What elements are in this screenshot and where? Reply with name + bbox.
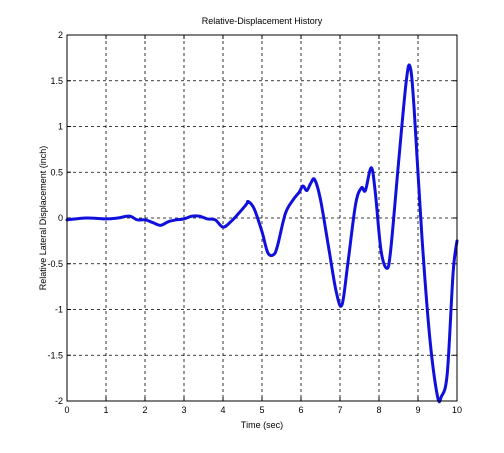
- x-tick-label: 8: [376, 405, 381, 415]
- x-tick-label: 0: [64, 405, 69, 415]
- series-line: [65, 63, 459, 404]
- plot-frame: [66, 34, 458, 402]
- y-tick-labels: 2 1.5 1 0.5 0 -0.5 -1 -1.5 -2: [47, 30, 63, 406]
- y-tick-label: -2: [55, 396, 63, 406]
- y-tick-label: 2: [58, 30, 63, 40]
- x-tick-label: 1: [103, 405, 108, 415]
- y-tick-label: -0.5: [47, 259, 63, 269]
- y-tick-label: -1: [55, 305, 63, 315]
- x-axis-label: Time (sec): [241, 420, 283, 430]
- x-tick-label: 10: [452, 405, 462, 415]
- y-tick-label: 1: [58, 122, 63, 132]
- x-tick-label: 6: [298, 405, 303, 415]
- x-tick-label: 4: [220, 405, 225, 415]
- y-tick-label: 0: [58, 213, 63, 223]
- x-tick-label: 5: [259, 405, 264, 415]
- chart-title: Relative-Displacement History: [202, 16, 323, 26]
- x-tick-label: 3: [181, 405, 186, 415]
- x-tick-label: 2: [142, 405, 147, 415]
- y-tick-label: 1.5: [50, 76, 63, 86]
- x-tick-label: 7: [337, 405, 342, 415]
- y-axis-label: Relative Lateral Displacement (inch): [38, 146, 48, 291]
- y-tick-label: 0.5: [50, 167, 63, 177]
- x-tick-labels: 0 1 2 3 4 5 6 7 8 9 10: [64, 405, 462, 415]
- y-tick-label: -1.5: [47, 350, 63, 360]
- x-tick-label: 9: [415, 405, 420, 415]
